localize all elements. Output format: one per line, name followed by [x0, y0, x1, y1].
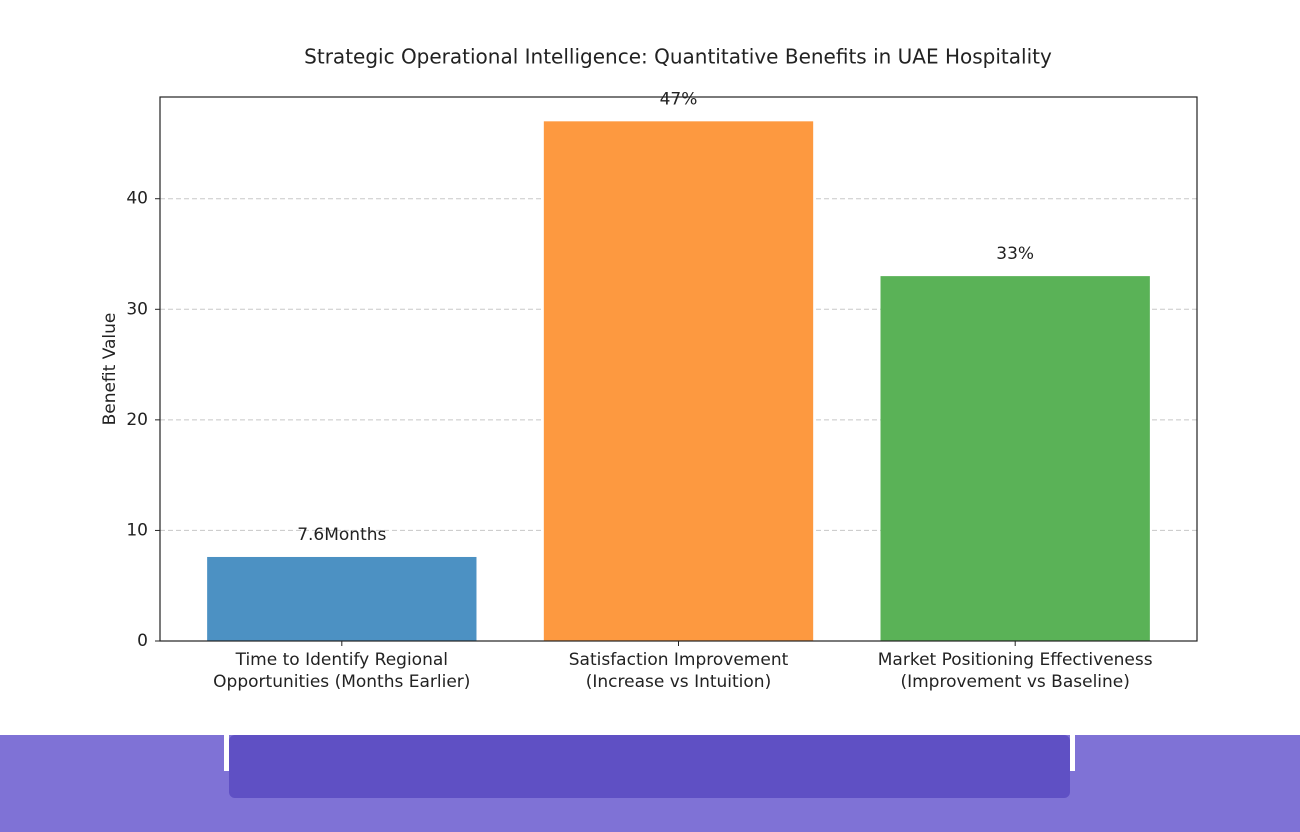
center-panel — [229, 735, 1070, 798]
chart-title: Strategic Operational Intelligence: Quan… — [304, 45, 1052, 69]
x-tick-label: Satisfaction Improvement (Increase vs Int… — [569, 650, 789, 692]
x-tick-label: Market Positioning Effectiveness (Improve… — [878, 650, 1153, 692]
x-tick-label: Time to Identify Regional Opportunities (… — [213, 650, 470, 692]
axes-frame — [159, 96, 1198, 642]
bar — [543, 121, 814, 642]
bar — [880, 276, 1150, 641]
y-tick-label: 10 — [126, 520, 148, 540]
y-tick-label: 20 — [126, 410, 148, 430]
plot-area: 0 10 20 30 40 Time to Identify Regional Opport… — [126, 89, 1197, 692]
value-label: 33% — [996, 244, 1034, 264]
bar — [207, 556, 477, 641]
value-label: 47% — [660, 89, 698, 109]
panel-gap — [224, 735, 229, 771]
y-tick-label: 0 — [137, 631, 148, 651]
y-tick-label: 40 — [126, 189, 148, 209]
panel-gap — [1070, 735, 1075, 771]
y-tick-label: 30 — [126, 299, 148, 319]
y-axis-label: Benefit Value — [100, 313, 120, 426]
value-label: 7.6Months — [297, 525, 386, 545]
bottom-bar — [0, 735, 1300, 832]
